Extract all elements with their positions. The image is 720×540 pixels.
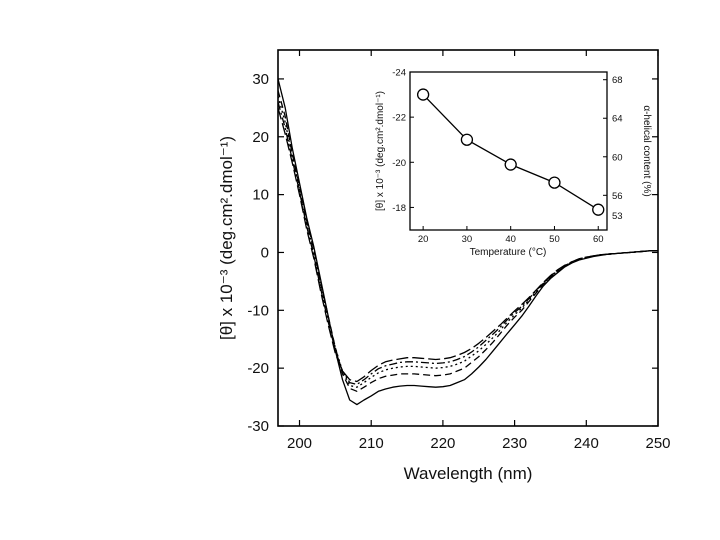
main-x-tick-label: 210	[359, 435, 384, 452]
main-x-tick-label: 250	[645, 435, 670, 452]
main-x-axis: 200 210 220 230 240 250	[287, 50, 671, 452]
inset-x-tick-label: 50	[549, 234, 560, 245]
inset-x-axis-title: Temperature (°C)	[470, 247, 547, 258]
cd-spectrum-line-5	[277, 107, 658, 383]
inset-plot: 20 30 40 50 60 -18 -20 -22 -24 56 60 64 68 53 Tempe…	[375, 68, 652, 259]
main-y-tick-label: 30	[252, 71, 269, 88]
inset-right-y-axis: 56 60 64 68 53	[603, 75, 623, 222]
inset-y-axis: -18 -20 -22 -24	[392, 68, 414, 214]
inset-plot-frame	[409, 71, 608, 231]
main-x-tick-label: 240	[574, 435, 599, 452]
inset-right-y-tick-label: 56	[612, 191, 623, 202]
inset-right-y-tick-label: 68	[612, 75, 623, 86]
main-x-tick-label: 200	[287, 435, 312, 452]
main-y-tick-label: 0	[261, 244, 269, 261]
main-y-tick-label: -10	[247, 302, 269, 319]
inset-x-tick-label: 30	[462, 234, 473, 245]
inset-y-tick-label: -20	[392, 158, 406, 169]
inset-data-point	[548, 176, 561, 189]
inset-series-group	[416, 88, 605, 216]
inset-x-tick-label: 20	[418, 234, 429, 245]
inset-right-y-tick-label: 64	[612, 114, 623, 125]
inset-y-tick-label: -18	[392, 203, 406, 214]
inset-right-y-tick-label: 60	[612, 152, 623, 163]
inset-data-point	[504, 158, 517, 171]
main-plot-frame	[277, 49, 659, 427]
main-plot: 200 210 220 230 240 250 -30 -20 -10 0 10 20 30 Wave…	[217, 49, 671, 483]
main-x-tick-label: 230	[502, 435, 527, 452]
inset-right-y-axis-title: α-helical content (%)	[641, 105, 652, 196]
main-x-axis-title: Wavelength (nm)	[404, 464, 533, 483]
main-y-tick-label: -30	[247, 418, 269, 435]
inset-data-point	[460, 133, 474, 146]
inset-x-tick-label: 40	[505, 234, 516, 245]
main-x-tick-label: 220	[430, 435, 455, 452]
inset-x-axis: 20 30 40 50 60	[418, 226, 604, 245]
main-series-group	[277, 78, 658, 406]
main-y-tick-label: 20	[252, 129, 269, 146]
inset-x-tick-label: 60	[593, 234, 604, 245]
main-y-axis-title: [θ] x 10⁻³ (deg.cm².dmol⁻¹)	[217, 136, 236, 340]
inset-data-point	[592, 203, 605, 216]
inset-y-tick-label: -22	[392, 113, 406, 124]
main-y-tick-label: -20	[247, 360, 269, 377]
inset-right-y-tick-label: 53	[612, 211, 623, 222]
inset-data-point	[416, 88, 430, 101]
inset-y-axis-title: [θ] x 10⁻³ (deg.cm².dmol⁻¹)	[375, 91, 386, 211]
main-y-tick-label: 10	[252, 187, 269, 204]
inset-y-tick-label: -24	[392, 68, 406, 79]
main-y-axis: -30 -20 -10 0 10 20 30	[247, 71, 658, 435]
